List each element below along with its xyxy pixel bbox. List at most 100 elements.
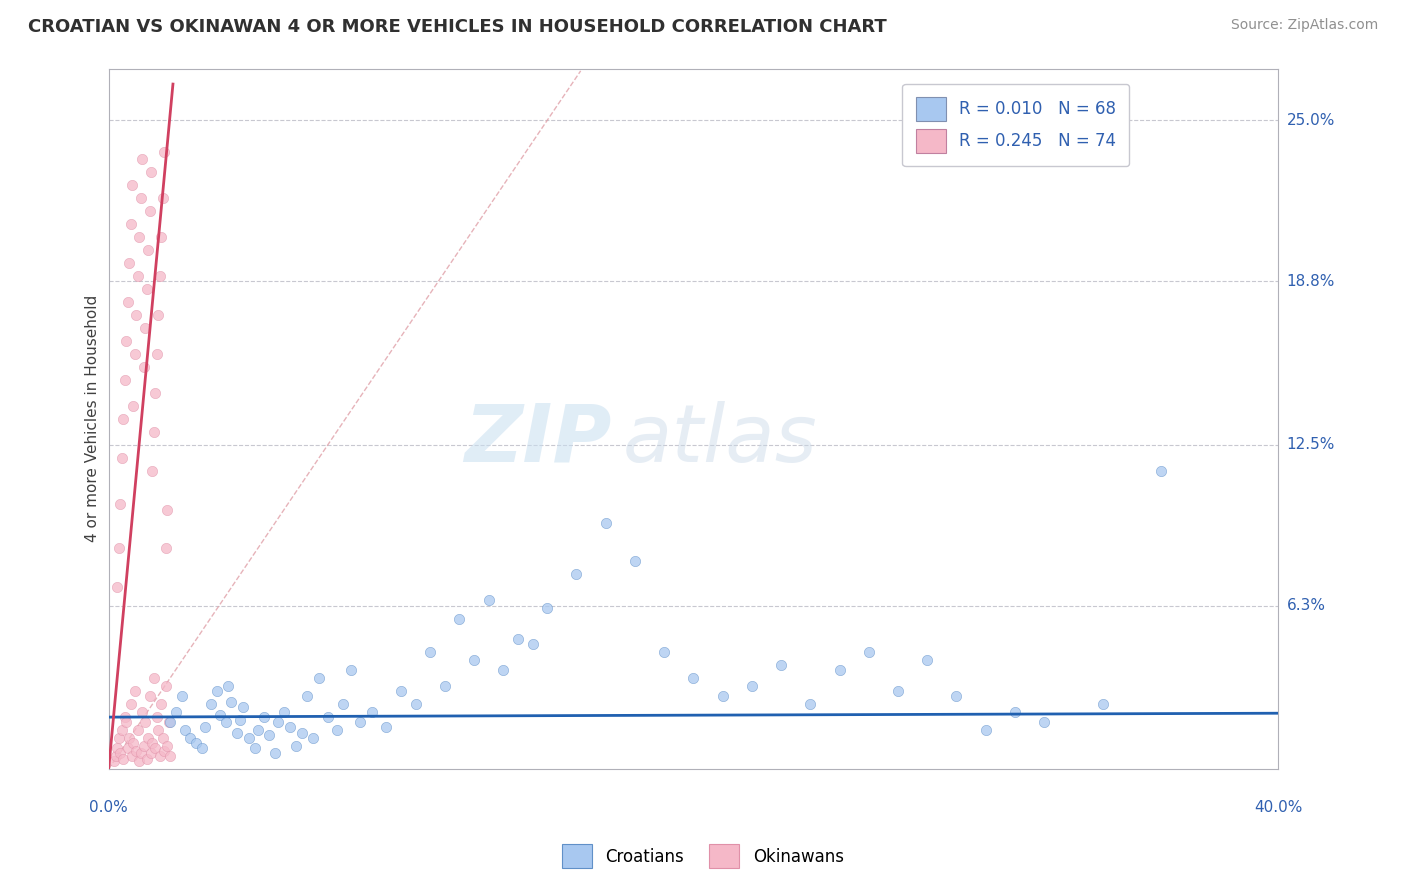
Point — [218, 679, 240, 693]
Point — [259, 728, 281, 742]
Point — [389, 684, 412, 698]
Point — [145, 385, 167, 400]
Point — [799, 697, 821, 711]
Point — [316, 710, 339, 724]
Point — [595, 516, 617, 530]
Point — [122, 399, 145, 413]
Point — [115, 334, 138, 348]
Point — [118, 731, 141, 745]
Point — [121, 749, 143, 764]
Point — [150, 697, 173, 711]
Point — [125, 744, 148, 758]
Point — [887, 684, 910, 698]
Point — [122, 736, 145, 750]
Point — [325, 723, 347, 737]
Point — [405, 697, 427, 711]
Point — [136, 243, 159, 257]
Point — [117, 741, 139, 756]
Point — [141, 736, 163, 750]
Point — [107, 741, 129, 756]
Point — [238, 731, 260, 745]
Point — [112, 751, 135, 765]
Point — [360, 705, 382, 719]
Point — [226, 725, 249, 739]
Point — [120, 217, 142, 231]
Point — [127, 268, 149, 283]
Point — [142, 425, 165, 439]
Text: Source: ZipAtlas.com: Source: ZipAtlas.com — [1230, 18, 1378, 32]
Point — [232, 699, 254, 714]
Point — [112, 411, 135, 425]
Point — [170, 690, 193, 704]
Point — [711, 690, 734, 704]
Point — [135, 282, 157, 296]
Point — [132, 739, 155, 753]
Point — [308, 671, 330, 685]
Point — [104, 749, 127, 764]
Point — [419, 645, 441, 659]
Point — [332, 697, 354, 711]
Legend: R = 0.010   N = 68, R = 0.245   N = 74: R = 0.010 N = 68, R = 0.245 N = 74 — [903, 84, 1129, 166]
Point — [157, 715, 180, 730]
Point — [205, 684, 228, 698]
Point — [136, 731, 159, 745]
Point — [139, 747, 162, 761]
Point — [1033, 715, 1056, 730]
Point — [138, 690, 160, 704]
Point — [153, 744, 176, 758]
Point — [155, 679, 177, 693]
Text: 0.0%: 0.0% — [89, 799, 128, 814]
Point — [139, 165, 162, 179]
Y-axis label: 4 or more Vehicles in Household: 4 or more Vehicles in Household — [86, 295, 100, 542]
Point — [129, 191, 152, 205]
Point — [108, 731, 131, 745]
Point — [146, 347, 169, 361]
Point — [278, 721, 301, 735]
Point — [120, 697, 142, 711]
Point — [134, 715, 156, 730]
Point — [165, 705, 187, 719]
Point — [152, 191, 174, 205]
Point — [107, 581, 129, 595]
Point — [186, 736, 208, 750]
Text: 18.8%: 18.8% — [1286, 274, 1334, 289]
Point — [214, 715, 236, 730]
Point — [463, 653, 485, 667]
Point — [125, 308, 148, 322]
Point — [652, 645, 675, 659]
Point — [145, 741, 167, 756]
Point — [159, 715, 181, 730]
Point — [131, 705, 153, 719]
Point — [221, 694, 243, 708]
Text: atlas: atlas — [623, 401, 818, 479]
Point — [478, 593, 501, 607]
Point — [155, 541, 177, 556]
Point — [149, 268, 172, 283]
Point — [624, 554, 647, 568]
Point — [828, 664, 851, 678]
Point — [246, 723, 269, 737]
Point — [267, 715, 290, 730]
Text: 6.3%: 6.3% — [1286, 598, 1326, 613]
Point — [770, 658, 793, 673]
Point — [132, 359, 155, 374]
Point — [565, 567, 588, 582]
Point — [111, 723, 134, 737]
Point — [124, 347, 146, 361]
Point — [141, 464, 163, 478]
Point — [153, 145, 176, 159]
Point — [375, 721, 398, 735]
Point — [291, 725, 314, 739]
Point — [121, 178, 143, 193]
Point — [1091, 697, 1114, 711]
Point — [128, 230, 150, 244]
Point — [200, 697, 222, 711]
Point — [114, 710, 136, 724]
Legend: Croatians, Okinawans: Croatians, Okinawans — [555, 838, 851, 875]
Point — [208, 707, 231, 722]
Text: 40.0%: 40.0% — [1254, 799, 1302, 814]
Point — [433, 679, 456, 693]
Point — [159, 749, 181, 764]
Point — [142, 671, 165, 685]
Text: CROATIAN VS OKINAWAN 4 OR MORE VEHICLES IN HOUSEHOLD CORRELATION CHART: CROATIAN VS OKINAWAN 4 OR MORE VEHICLES … — [28, 18, 887, 36]
